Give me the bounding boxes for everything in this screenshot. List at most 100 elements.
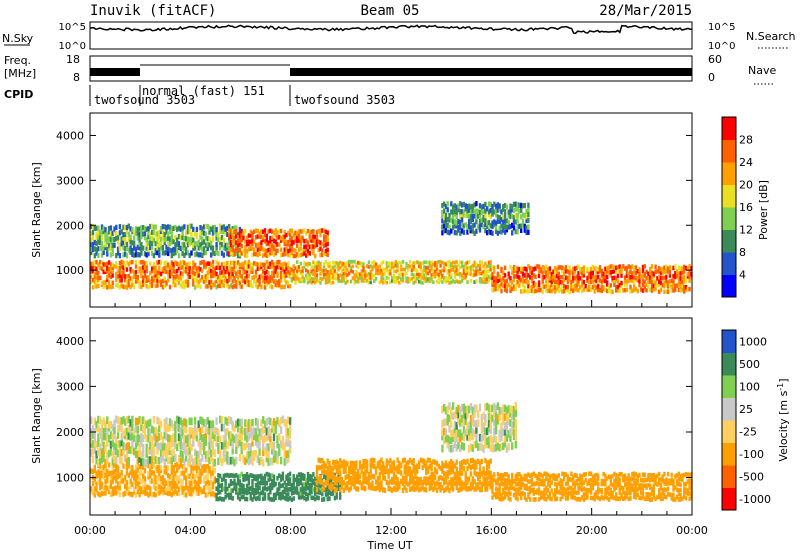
echo-cell bbox=[426, 465, 430, 472]
echo-cell bbox=[331, 475, 335, 481]
echo-cell bbox=[170, 248, 173, 254]
echo-cell bbox=[584, 487, 587, 492]
echo-cell bbox=[100, 469, 104, 475]
echo-cell bbox=[129, 226, 132, 232]
echo-cell bbox=[199, 416, 202, 424]
echo-cell bbox=[455, 428, 458, 436]
echo-cell bbox=[120, 448, 123, 457]
echo-cell bbox=[432, 471, 435, 477]
echo-cell bbox=[328, 269, 331, 274]
echo-cell bbox=[154, 241, 157, 247]
echo-cell bbox=[468, 265, 471, 270]
echo-cell bbox=[201, 236, 204, 242]
echo-cell bbox=[378, 459, 381, 466]
echo-cell bbox=[521, 283, 525, 288]
echo-cell bbox=[288, 284, 292, 289]
echo-cell bbox=[570, 494, 573, 500]
echo-cell bbox=[290, 487, 294, 493]
echo-cell bbox=[142, 245, 145, 251]
echo-cell bbox=[365, 278, 369, 283]
echo-cell bbox=[548, 276, 552, 281]
echo-cell bbox=[281, 494, 285, 500]
echo-cell bbox=[405, 487, 408, 493]
echo-cell bbox=[113, 226, 116, 232]
echo-cell bbox=[559, 275, 562, 280]
echo-cell bbox=[631, 264, 634, 269]
echo-cell bbox=[489, 273, 492, 278]
echo-cell bbox=[486, 476, 489, 482]
echo-cell bbox=[443, 278, 446, 283]
echo-cell bbox=[536, 285, 539, 290]
echo-cell bbox=[129, 446, 132, 454]
echo-cell bbox=[496, 286, 500, 292]
echo-cell bbox=[487, 275, 491, 279]
echo-cell bbox=[383, 279, 387, 284]
echo-cell bbox=[213, 270, 216, 276]
echo-cell bbox=[296, 474, 299, 480]
echo-cell bbox=[107, 229, 111, 235]
echo-cell bbox=[611, 289, 614, 295]
echo-cell bbox=[387, 473, 390, 479]
echo-cell bbox=[204, 474, 208, 480]
echo-cell bbox=[374, 264, 378, 269]
echo-cell bbox=[557, 271, 560, 277]
echo-cell bbox=[554, 481, 557, 487]
echo-cell bbox=[199, 427, 202, 435]
echo-cell bbox=[206, 236, 209, 242]
echo-cell bbox=[104, 237, 107, 243]
echo-cell bbox=[554, 492, 557, 497]
echo-cell bbox=[641, 282, 645, 288]
echo-cell bbox=[353, 474, 356, 480]
echo-cell bbox=[579, 285, 582, 290]
echo-cell bbox=[140, 229, 143, 235]
echo-cell bbox=[446, 485, 449, 491]
echo-cell bbox=[598, 265, 602, 270]
echo-cell bbox=[441, 273, 444, 278]
echo-cell bbox=[220, 228, 224, 234]
echo-cell bbox=[561, 494, 564, 500]
echo-cell bbox=[269, 496, 272, 502]
echo-cell bbox=[149, 234, 152, 240]
echo-cell bbox=[641, 264, 645, 270]
echo-cell bbox=[272, 418, 276, 426]
echo-cell bbox=[167, 250, 170, 257]
echo-cell bbox=[441, 476, 444, 482]
echo-cell bbox=[113, 475, 116, 481]
echo-cell bbox=[263, 262, 267, 268]
echo-cell bbox=[425, 272, 428, 276]
echo-cell bbox=[464, 486, 467, 492]
echo-cell bbox=[457, 269, 460, 273]
echo-cell bbox=[681, 275, 684, 280]
echo-cell bbox=[167, 490, 170, 497]
echo-cell bbox=[423, 276, 426, 281]
echo-cell bbox=[222, 252, 225, 258]
echo-cell bbox=[118, 278, 122, 283]
echo-cell bbox=[668, 282, 672, 287]
echo-cell bbox=[414, 480, 417, 486]
echo-cell bbox=[541, 270, 544, 275]
echo-cell bbox=[220, 282, 224, 288]
echo-cell bbox=[106, 239, 109, 245]
echo-cell bbox=[416, 485, 419, 491]
echo-cell bbox=[213, 224, 216, 230]
echo-cell bbox=[109, 267, 113, 272]
echo-cell bbox=[260, 273, 263, 278]
echo-cell bbox=[520, 495, 523, 501]
echo-cell bbox=[589, 495, 593, 501]
echo-cell bbox=[215, 245, 218, 251]
echo-cell bbox=[543, 284, 546, 289]
echo-cell bbox=[97, 469, 100, 475]
echo-cell bbox=[439, 465, 442, 471]
echo-cell bbox=[509, 491, 512, 496]
echo-cell bbox=[159, 475, 163, 482]
echo-cell bbox=[125, 285, 129, 290]
echo-cell bbox=[312, 247, 315, 252]
echo-cell bbox=[473, 263, 476, 268]
echo-cell bbox=[222, 473, 225, 479]
echo-cell bbox=[202, 275, 206, 280]
echo-cell bbox=[113, 447, 116, 456]
echo-cell bbox=[219, 270, 222, 276]
echo-cell bbox=[521, 274, 525, 279]
echo-cell bbox=[118, 448, 122, 456]
echo-cell bbox=[446, 222, 449, 228]
